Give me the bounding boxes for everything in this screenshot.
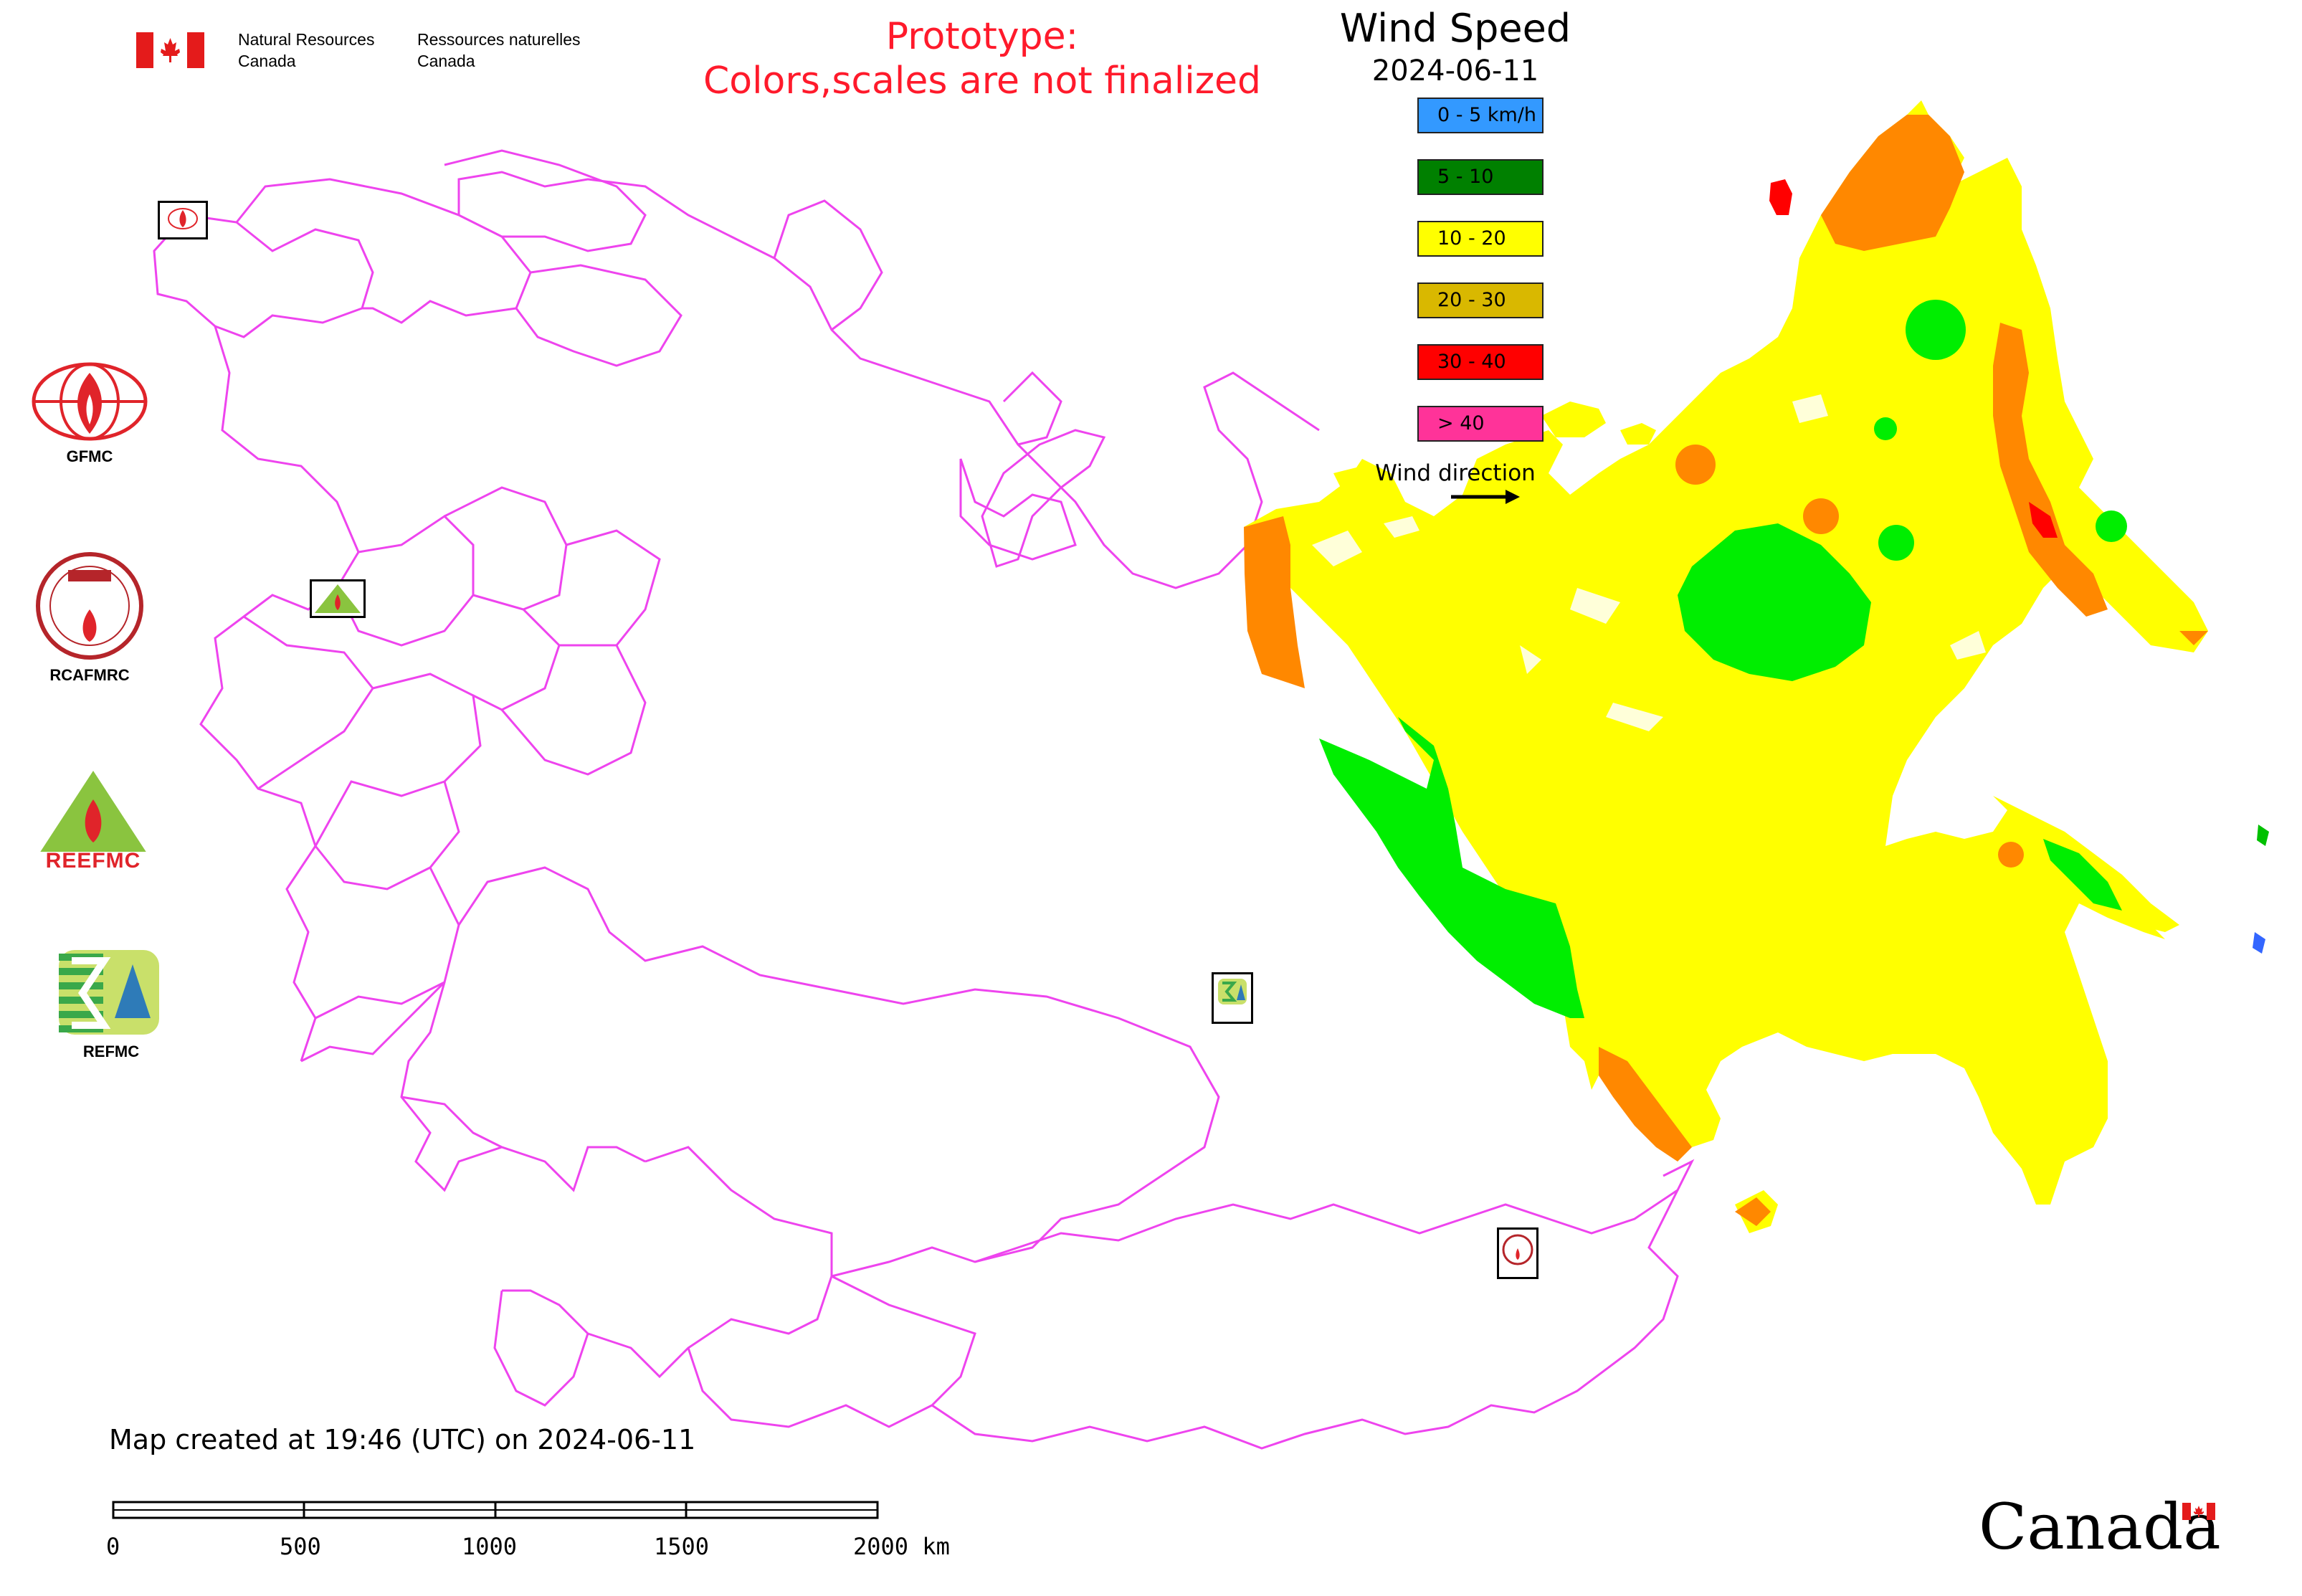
reefmc-wordmark: REEFMC xyxy=(45,849,141,873)
scale-label-2000: 2000 km xyxy=(853,1533,950,1560)
legend-date: 2024-06-11 xyxy=(1371,54,1539,87)
org-name-fr-line1: Ressources naturelles xyxy=(417,30,581,49)
canada-flag-icon xyxy=(136,32,204,68)
refmc-mini-icon xyxy=(1218,979,1247,1004)
gfmc-logo: GFMC xyxy=(29,358,151,466)
gfmc-map-marker xyxy=(158,201,208,239)
org-name-en-line1: Natural Resources xyxy=(238,30,375,49)
scale-label-1500: 1500 xyxy=(654,1533,710,1560)
legend-swatch-6: > 40 xyxy=(1417,406,1544,442)
canada-wordmark-text: Canada xyxy=(1979,1490,2221,1564)
canada-wordmark: Canada xyxy=(1979,1491,2222,1563)
refmc-label: REFMC xyxy=(82,1042,140,1060)
reefmc-map-marker xyxy=(310,579,366,618)
org-name-fr-line2: Canada xyxy=(417,52,475,70)
prototype-notice: Prototype: Colors,scales are not finaliz… xyxy=(667,14,1298,103)
rcafmrc-map-marker xyxy=(1497,1227,1538,1279)
scale-label-0: 0 xyxy=(106,1533,120,1560)
gfmc-mini-icon xyxy=(168,208,198,229)
nrcan-signature: Natural Resources Canada Ressources natu… xyxy=(136,29,595,79)
legend-title: Wind Speed xyxy=(1339,6,1571,51)
wind-speed-field xyxy=(1244,100,2269,1233)
scale-bar: 0 500 1000 1500 2000 km xyxy=(106,1500,968,1564)
rcafmrc-label: RCAFMRC xyxy=(49,666,130,684)
map-created-note: Map created at 19:46 (UTC) on 2024-06-11 xyxy=(109,1424,696,1455)
reefmc-triangle-icon xyxy=(39,771,147,868)
gfmc-label: GFMC xyxy=(66,447,113,465)
scale-label-500: 500 xyxy=(280,1533,321,1560)
legend-swatch-4: 20 - 30 xyxy=(1417,282,1544,318)
refmc-map-marker xyxy=(1212,972,1253,1024)
org-name-en-line2: Canada xyxy=(238,52,296,70)
scale-bar-graphic xyxy=(112,1501,879,1519)
refmc-emblem-icon xyxy=(59,950,159,1035)
canada-wordmark-flag-icon xyxy=(2182,1503,2215,1520)
reefmc-logo: REEFMC xyxy=(36,767,158,873)
prototype-line2: Colors,scales are not finalized xyxy=(703,60,1262,103)
rcafmrc-logo: RCAFMRC xyxy=(29,548,151,685)
legend: Wind Speed 2024-06-11 0 - 5 km/h 5 - 10 10… xyxy=(1326,0,1584,516)
rcafmrc-seal-icon xyxy=(36,552,143,660)
wind-direction-arrow-icon xyxy=(1451,490,1520,504)
legend-swatch-1: 0 - 5 km/h xyxy=(1417,98,1544,133)
prototype-line1: Prototype: xyxy=(885,15,1079,58)
legend-swatch-5: 30 - 40 xyxy=(1417,344,1544,380)
legend-swatch-3: 10 - 20 xyxy=(1417,221,1544,257)
legend-swatch-2: 5 - 10 xyxy=(1417,159,1544,195)
gfmc-globe-flame-icon xyxy=(32,362,148,441)
reefmc-mini-icon xyxy=(315,584,361,613)
refmc-logo: REFMC xyxy=(50,946,172,1061)
rcafmrc-mini-icon xyxy=(1502,1234,1533,1265)
wind-direction-label: Wind direction xyxy=(1375,460,1536,486)
country-borders xyxy=(153,149,1695,1450)
scale-label-1000: 1000 xyxy=(462,1533,518,1560)
